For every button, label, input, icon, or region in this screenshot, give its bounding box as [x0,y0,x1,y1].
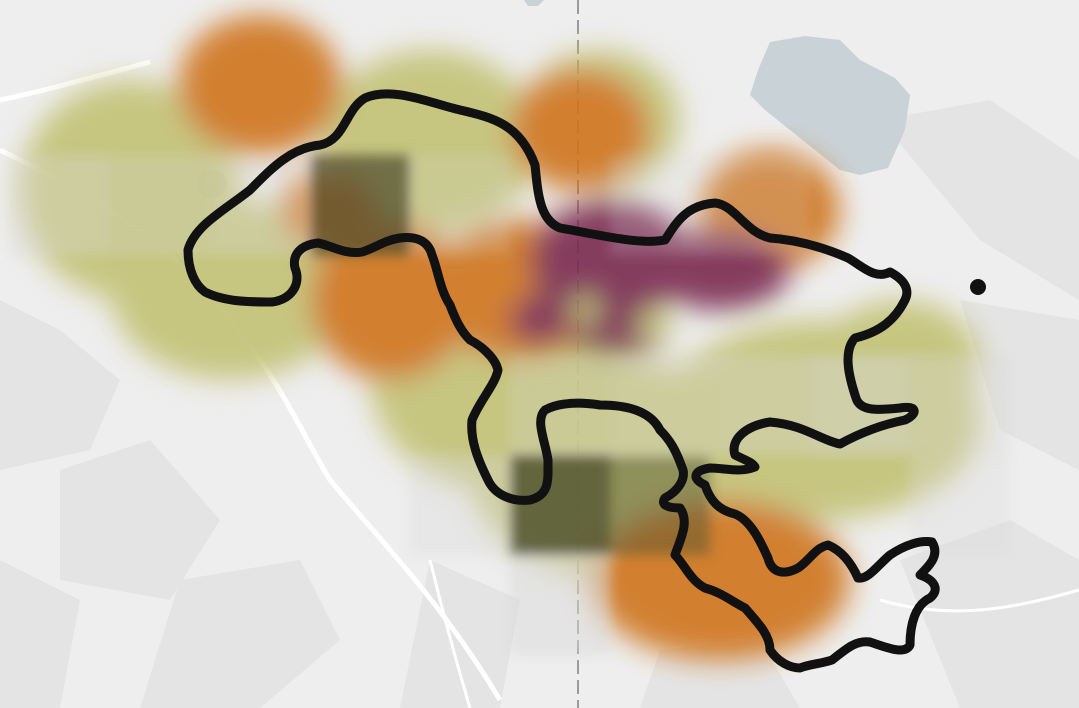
grid-cell [510,555,610,655]
grid-cell [10,155,110,255]
grid-cell [910,355,1010,455]
lake [750,36,910,175]
region-boundary[interactable] [183,89,940,673]
small-water-body [524,0,544,6]
grid-cell [710,355,810,455]
road [0,59,151,103]
road [879,588,1079,613]
grid-cells [10,155,1010,655]
terrain-shading [0,100,1079,708]
grid-cell [410,155,510,255]
grid-cell [510,455,610,555]
point-marker[interactable] [970,279,986,295]
road [428,559,472,708]
grid-cell [410,455,510,555]
